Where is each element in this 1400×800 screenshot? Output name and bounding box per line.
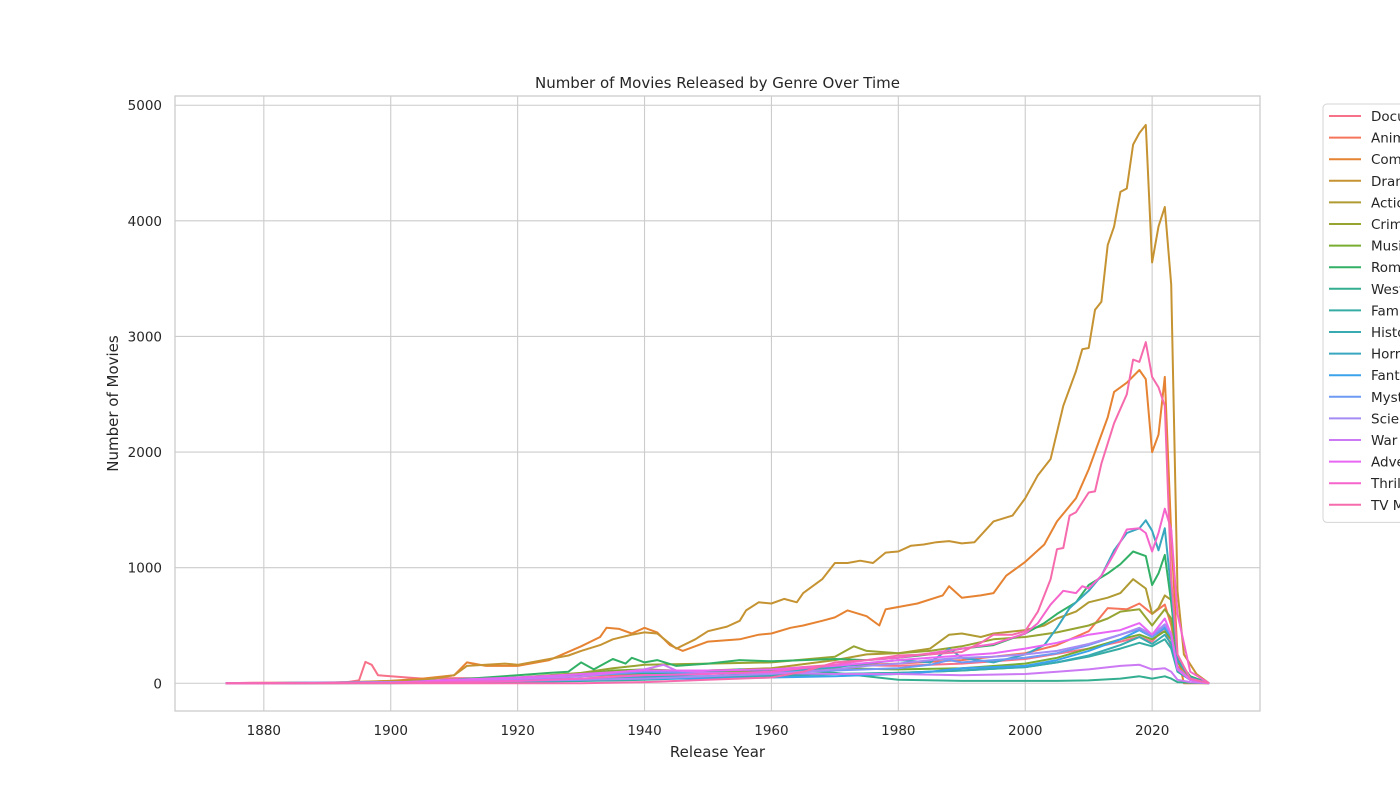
series-line (225, 608, 1210, 685)
series-lines (225, 123, 1210, 685)
legend-label: Adventure (1371, 455, 1400, 471)
legend-label: Comedy (1371, 152, 1400, 168)
series-line (225, 341, 1210, 685)
legend-label: Thriller (1370, 476, 1400, 492)
legend-label: Romance (1371, 260, 1400, 276)
x-axis-label: Release Year (670, 743, 766, 761)
legend-label: Western (1371, 282, 1400, 298)
series-line (225, 663, 1210, 685)
legend-label: Fantasy (1371, 368, 1400, 384)
legend-label: Music (1371, 239, 1400, 255)
legend-label: Mystery (1371, 390, 1400, 406)
x-tick-label: 1900 (374, 723, 408, 739)
y-tick-label: 2000 (128, 445, 162, 461)
series-line (225, 369, 1210, 685)
legend-label: TV Movie (1370, 498, 1400, 514)
tick-labels: 1880 1900 1920 1940 1960 1980 2000 2020 0 1000 200… (128, 98, 1170, 739)
chart-title: Number of Movies Released by Genre Over … (535, 74, 900, 92)
x-tick-label: 1960 (754, 723, 788, 739)
legend-label: Action (1371, 195, 1400, 211)
grid (175, 96, 1260, 711)
series-line (225, 623, 1210, 685)
x-tick-label: 1940 (627, 723, 661, 739)
x-tick-label: 1880 (247, 723, 281, 739)
plot-frame (174, 95, 1261, 712)
series-line (225, 617, 1210, 685)
x-tick-label: 2020 (1135, 723, 1169, 739)
legend-label: Drama (1371, 174, 1400, 190)
legend-label: War (1371, 433, 1398, 449)
y-tick-label: 5000 (128, 98, 162, 114)
legend-label: Family (1371, 303, 1400, 319)
legend: Documentary Animation Comedy Drama Action Cri… (1322, 103, 1400, 523)
y-tick-label: 3000 (128, 329, 162, 345)
legend-label: History (1371, 325, 1400, 341)
x-tick-label: 2000 (1008, 723, 1042, 739)
y-tick-label: 0 (153, 676, 162, 692)
y-tick-label: 4000 (128, 214, 162, 230)
x-tick-label: 1920 (500, 723, 534, 739)
x-tick-label: 1980 (881, 723, 915, 739)
legend-label: Science Fiction (1371, 411, 1400, 427)
series-line (225, 123, 1210, 685)
legend-label: Animation (1371, 131, 1400, 147)
legend-label: Horror (1371, 347, 1400, 363)
legend-label: Crime (1371, 217, 1400, 233)
series-line (225, 507, 1210, 685)
legend-label: Documentary (1371, 109, 1400, 125)
y-axis-label: Number of Movies (104, 335, 122, 472)
y-tick-label: 1000 (128, 561, 162, 577)
